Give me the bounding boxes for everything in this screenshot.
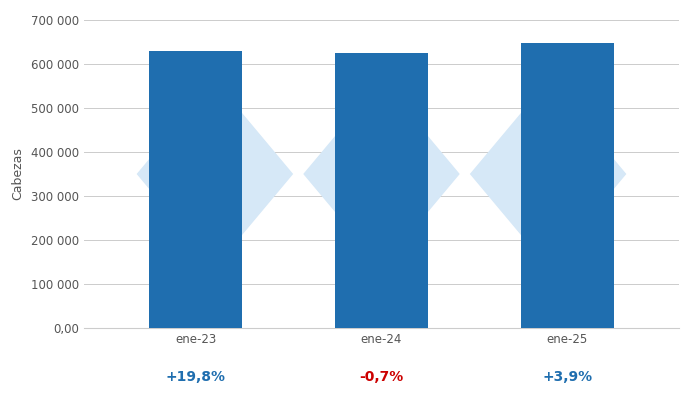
Y-axis label: Cabezas: Cabezas [11,148,24,200]
Text: 3: 3 [355,137,408,211]
Bar [149,51,242,328]
Bar [521,43,614,328]
Polygon shape [137,82,293,266]
Polygon shape [470,82,626,266]
Polygon shape [304,82,459,266]
Text: 3: 3 [522,137,575,211]
Text: 3: 3 [188,137,241,211]
Text: -0,7%: -0,7% [359,370,404,384]
Text: +19,8%: +19,8% [166,370,225,384]
Text: +3,9%: +3,9% [542,370,592,384]
Bar [335,53,428,328]
